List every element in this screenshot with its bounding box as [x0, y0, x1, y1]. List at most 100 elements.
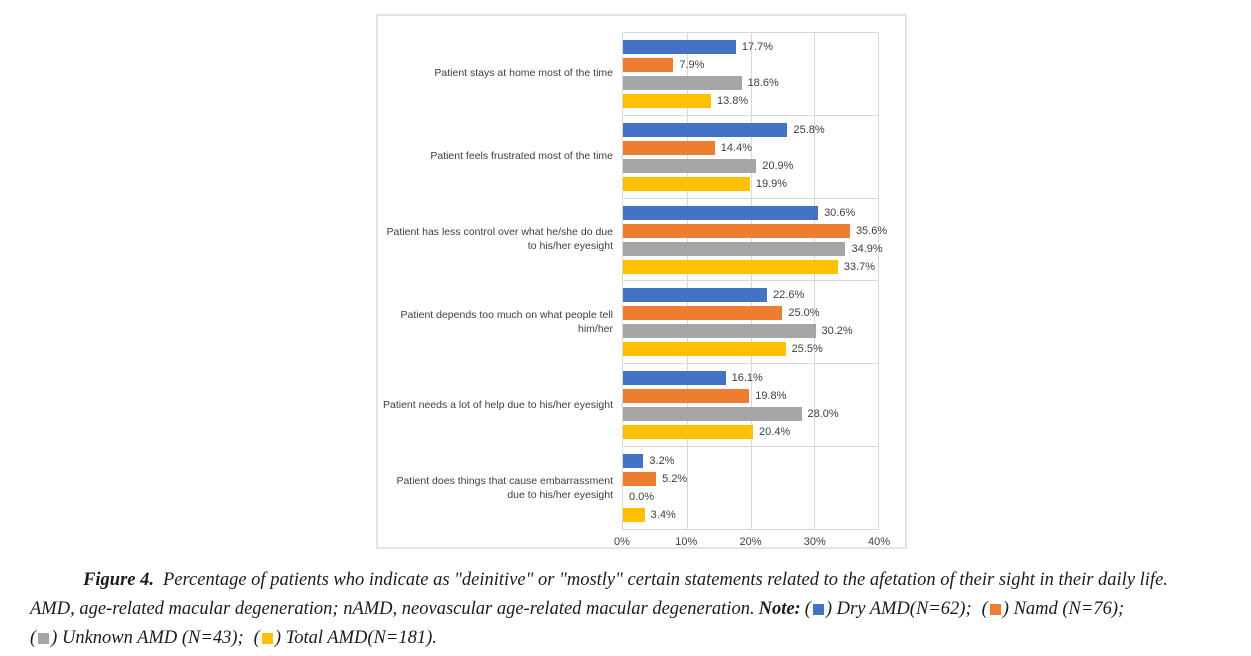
bar-dry-amd-n-62- [623, 205, 819, 220]
caption-sentence-1: Percentage of patients who indicate as "… [163, 570, 1168, 590]
bar-line: 22.6% [623, 288, 878, 303]
value-label: 19.8% [755, 390, 787, 403]
value-label: 33.7% [843, 260, 876, 273]
value-label: 25.0% [788, 307, 820, 320]
bar-group: 16.1% 19.8% 28.0% 20.4% [623, 364, 878, 448]
bar-unknown-amd-n-43- [623, 75, 742, 90]
gridline-vertical [750, 33, 752, 530]
x-axis-tick: 0% [614, 536, 630, 548]
bar-line: 0.0% [623, 490, 878, 504]
bar-total-amd-n-181- [623, 259, 838, 274]
legend-swatch-icon [989, 604, 1001, 615]
value-label: 25.5% [791, 343, 823, 356]
bar-line: 30.2% [623, 324, 878, 339]
value-label: 19.9% [755, 177, 788, 190]
value-label: 22.6% [773, 289, 805, 302]
bar-line: 28.0% [623, 407, 878, 422]
caption-sentence-2: AMD, age-related macular degeneration; n… [30, 599, 755, 619]
bar-line: 3.4% [623, 508, 878, 523]
bar-line: 35.6% [623, 223, 887, 238]
caption-legend-entry: () Dry AMD(N=62); [804, 599, 972, 619]
bar-line: 20.4% [623, 425, 878, 440]
bar-namd-n-76- [623, 223, 850, 238]
bar-line: 25.0% [623, 306, 878, 321]
plot-area: 17.7% 7.9% 18.6% 13.8% 25.8% 14.4% 20.9% 19.9% 3… [622, 32, 887, 530]
figure-caption: Figure 4. Percentage of patients who indi… [30, 566, 1221, 653]
bar-line: 34.9% [623, 241, 883, 256]
bar-line: 19.8% [623, 389, 878, 404]
value-label: 28.0% [807, 408, 839, 421]
bar-unknown-amd-n-43- [623, 324, 816, 339]
bar-line: 13.8% [623, 93, 878, 108]
bar-total-amd-n-181- [623, 176, 750, 191]
bar-group: 30.6% 35.6% 34.9% 33.7% [623, 199, 887, 282]
bar-dry-amd-n-62- [623, 454, 644, 469]
bar-namd-n-76- [623, 472, 657, 487]
value-label: 17.7% [741, 40, 774, 53]
bar-total-amd-n-181- [623, 93, 711, 108]
caption-legend-entry: () Total AMD(N=181). [253, 628, 437, 648]
value-label: 20.9% [762, 159, 794, 172]
bar-total-amd-n-181- [623, 425, 754, 440]
legend-swatch-icon [261, 633, 273, 644]
bar-groups: 17.7% 7.9% 18.6% 13.8% 25.8% 14.4% 20.9% 19.9% 3… [623, 33, 887, 530]
category-label: Patient has less control over what he/sh… [386, 225, 613, 252]
bar-group: 3.2% 5.2% 0.0% 3.4% [623, 447, 878, 530]
note-label: Note: [758, 599, 801, 619]
bar-namd-n-76- [623, 389, 750, 404]
caption-line-1: Figure 4. Percentage of patients who indi… [30, 566, 1221, 595]
value-label: 35.6% [855, 224, 888, 237]
bar-unknown-amd-n-43- [623, 407, 802, 422]
caption-line-2: AMD, age-related macular degeneration; n… [30, 595, 1221, 624]
bar-line: 17.7% [623, 39, 878, 54]
x-axis: 0% 10% 20% 30% 40% [614, 536, 890, 552]
bar-total-amd-n-181- [623, 508, 645, 523]
bar-namd-n-76- [623, 306, 783, 321]
bar-line: 19.9% [623, 176, 878, 191]
bar-dry-amd-n-62- [623, 39, 736, 54]
category-label: Patient feels frustrated most of the tim… [430, 149, 613, 162]
bar-dry-amd-n-62- [623, 371, 726, 386]
value-label: 34.9% [851, 242, 883, 255]
bar-namd-n-76- [623, 57, 674, 72]
x-axis-tick: 40% [867, 536, 891, 548]
category-label: Patient does things that cause embarrass… [396, 474, 613, 501]
legend-swatch-icon [812, 604, 824, 615]
bar-group: 25.8% 14.4% 20.9% 19.9% [623, 116, 878, 199]
value-label: 0.0% [629, 491, 655, 504]
bar-line: 33.7% [623, 259, 878, 274]
value-label: 3.4% [650, 509, 676, 522]
category-axis: Patient stays at home most of the time Pa… [382, 32, 620, 530]
caption-legend-part-2: () Unknown AMD (N=43); () Total AMD(N=181… [30, 628, 447, 648]
x-axis-tick: 10% [675, 536, 698, 548]
x-axis-tick: 30% [803, 536, 826, 548]
caption-legend-part-1: () Dry AMD(N=62); () Namd (N=76); [805, 599, 1135, 619]
value-label: 5.2% [662, 473, 688, 486]
bar-namd-n-76- [623, 140, 715, 155]
bar-line: 30.6% [623, 205, 878, 220]
x-axis-tick: 20% [739, 536, 762, 548]
gridline-vertical [686, 33, 688, 530]
value-label: 30.6% [824, 206, 856, 219]
category-label: Patient stays at home most of the time [434, 66, 613, 79]
bar-total-amd-n-181- [623, 342, 786, 357]
bar-group: 22.6% 25.0% 30.2% 25.5% [623, 281, 878, 365]
caption-legend-entry: () Namd (N=76); [981, 599, 1125, 619]
figure-number-label: Figure 4. [83, 570, 154, 590]
value-label: 14.4% [720, 141, 752, 154]
bar-line: 14.4% [623, 140, 878, 155]
value-label: 3.2% [649, 455, 675, 468]
value-label: 13.8% [716, 94, 749, 107]
bar-unknown-amd-n-43- [623, 241, 846, 256]
value-label: 25.8% [793, 123, 825, 136]
value-label: 16.1% [731, 372, 763, 385]
bar-line: 5.2% [623, 472, 878, 487]
caption-line-3: () Unknown AMD (N=43); () Total AMD(N=181… [30, 624, 1221, 653]
value-label: 18.6% [747, 76, 779, 89]
category-label: Patient depends too much on what people … [400, 308, 613, 335]
bar-unknown-amd-n-43- [623, 158, 757, 173]
bar-line: 3.2% [623, 454, 878, 469]
bar-line: 25.8% [623, 122, 878, 137]
bar-line: 7.9% [623, 57, 878, 72]
legend-swatch-icon [38, 633, 50, 644]
